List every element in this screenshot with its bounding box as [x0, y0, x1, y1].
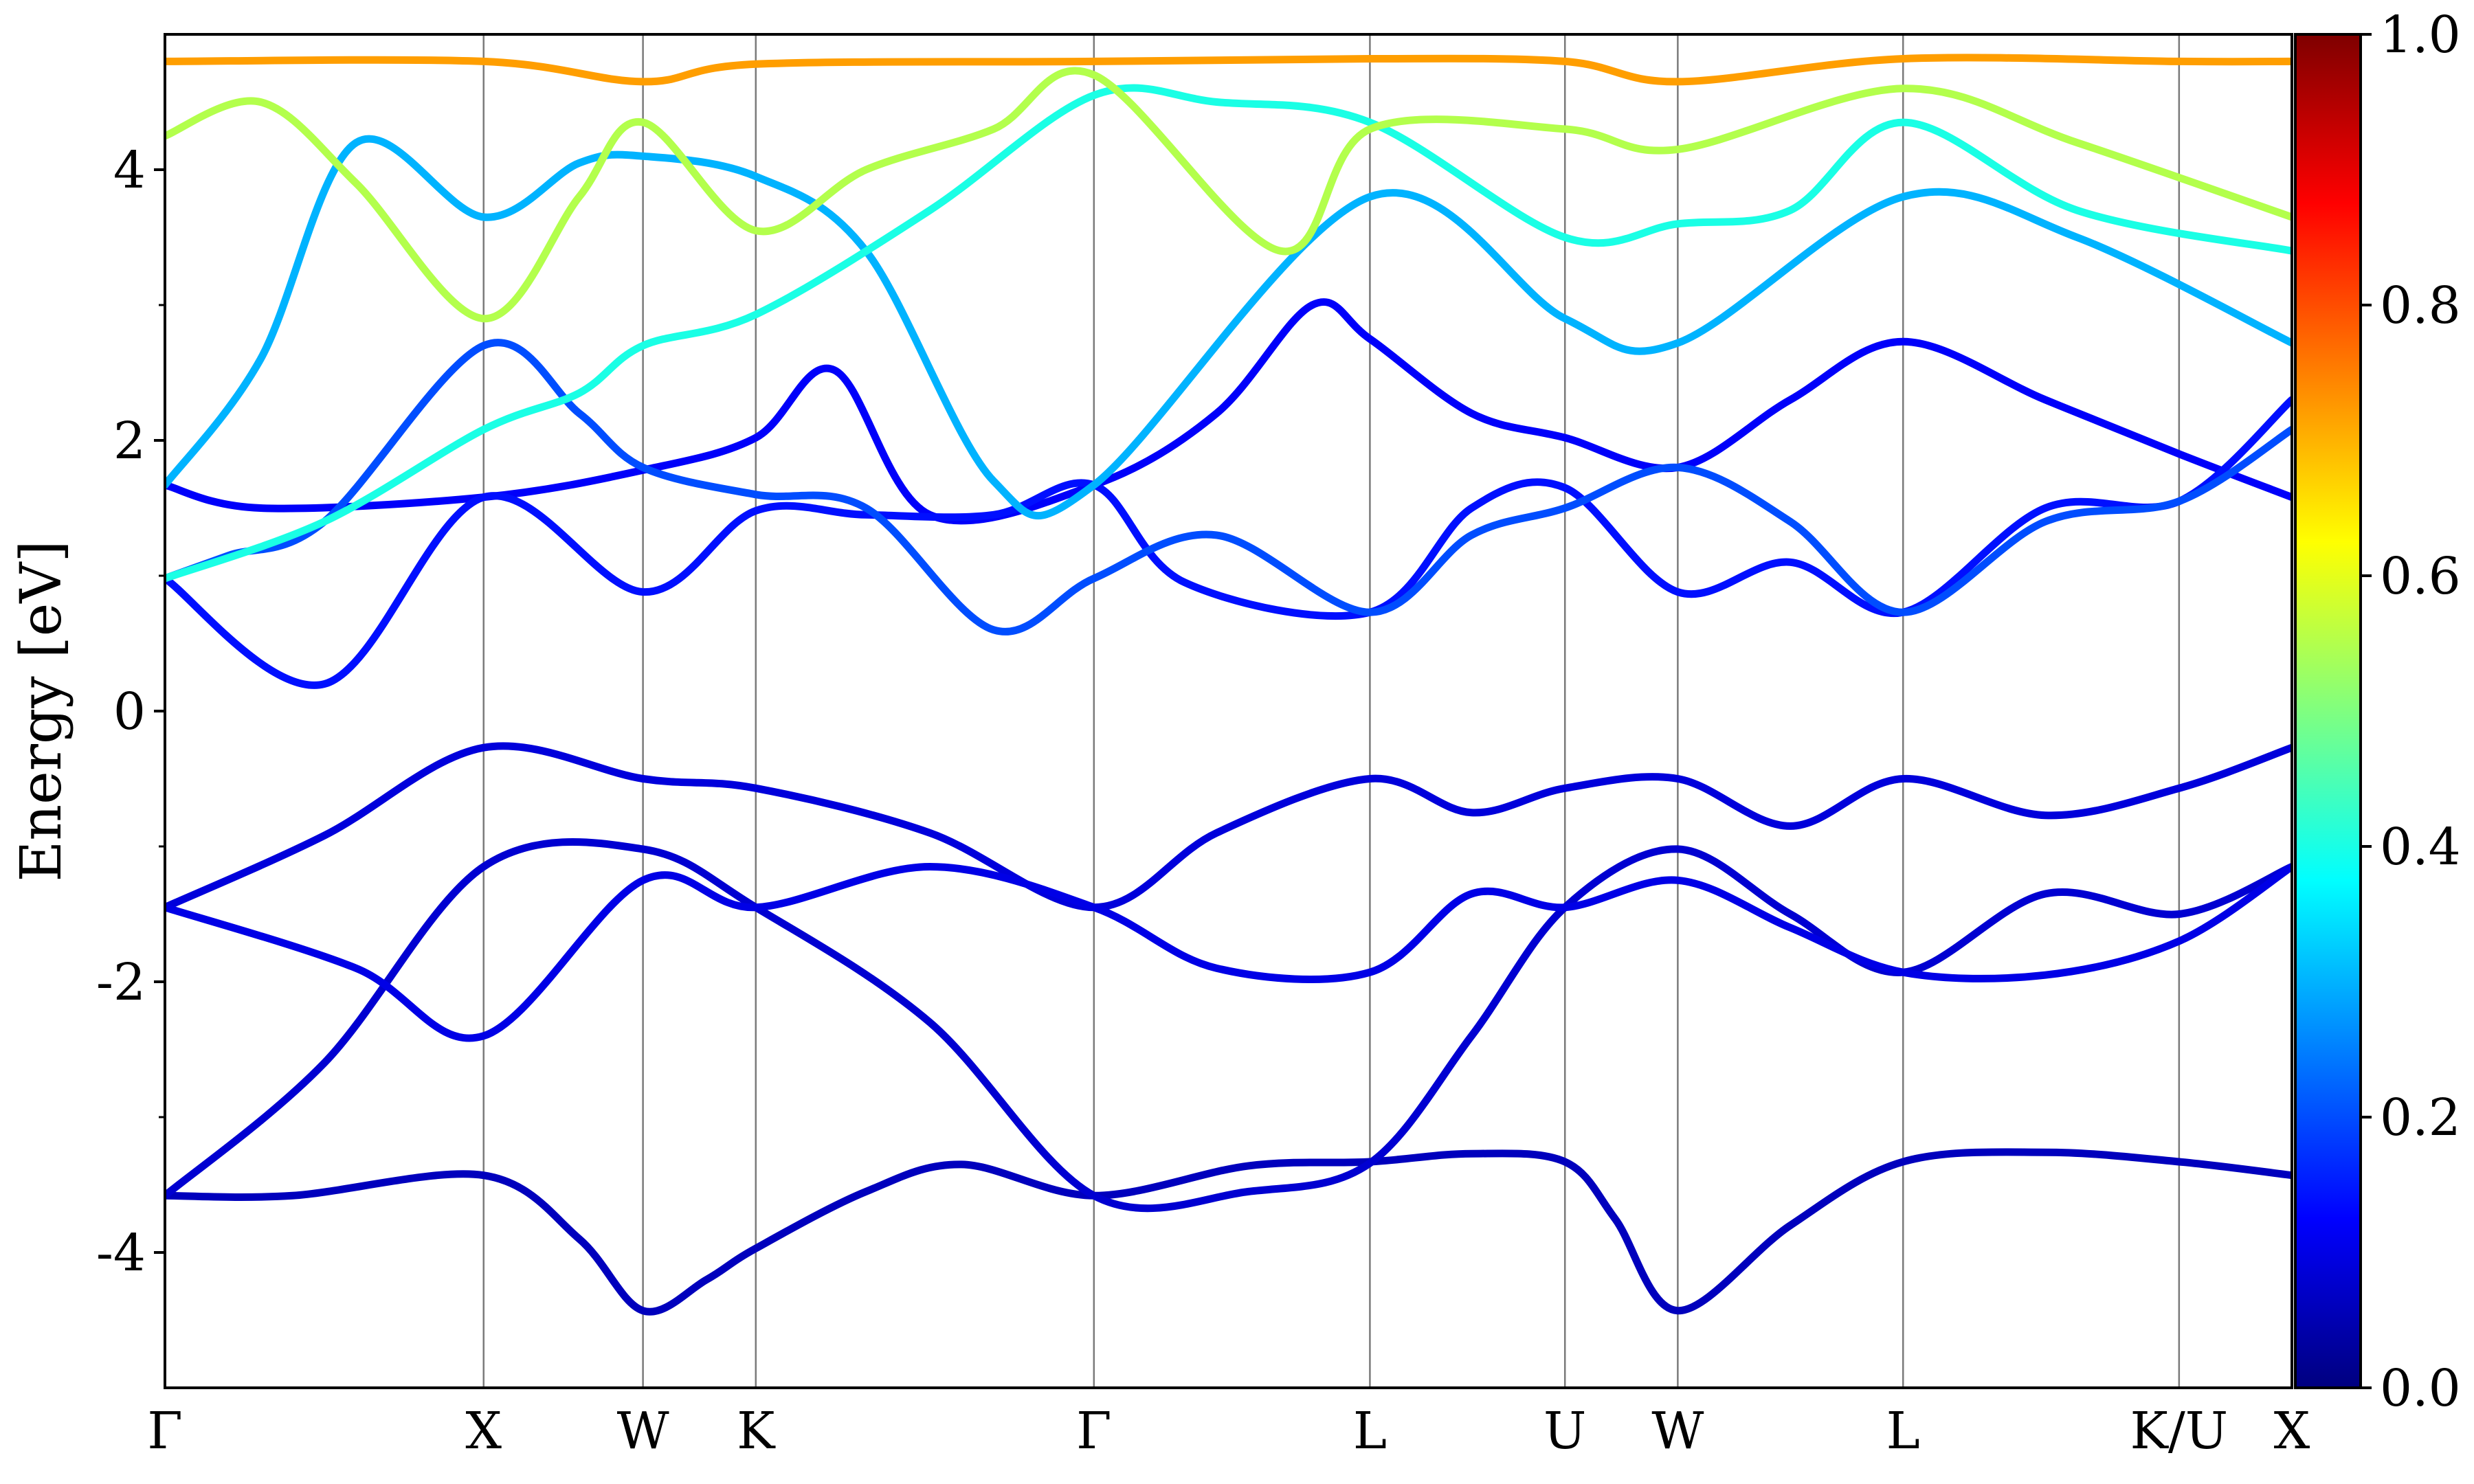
x-tick-label: Γ	[147, 1402, 182, 1461]
band-line-3	[165, 742, 2292, 912]
band-line-8	[165, 135, 2292, 520]
x-tick-label: K/U	[2130, 1402, 2229, 1461]
band-curves	[165, 54, 2292, 1316]
colorbar-tick-label: 0.4	[2380, 818, 2461, 877]
band-line-1	[165, 1148, 2292, 1316]
band-line-9	[165, 84, 2292, 583]
y-tick-label: 4	[113, 141, 146, 200]
y-tick-label: 0	[113, 682, 146, 741]
colorbar-ticks: 0.0 0.2 0.4 0.6 0.8 1.0	[2361, 5, 2461, 1418]
colorbar-tick-label: 1.0	[2380, 5, 2461, 65]
y-tick-label: -4	[96, 1224, 146, 1283]
x-tick-label: W	[1651, 1402, 1704, 1461]
x-tick-label: L	[1886, 1402, 1920, 1461]
band-line-5	[165, 298, 2292, 525]
colorbar-tick-label: 0.8	[2380, 276, 2461, 335]
x-tick-label: X	[465, 1402, 502, 1461]
y-tick-label: -2	[96, 953, 146, 1012]
band-line-10	[165, 67, 2292, 323]
band-line-7	[165, 339, 2292, 636]
x-tick-label: L	[1353, 1402, 1387, 1461]
colorbar	[2294, 33, 2362, 1389]
high-symmetry-lines	[482, 34, 2181, 1388]
colorbar-tick-label: 0.2	[2380, 1088, 2461, 1147]
colorbar-tick-label: 0.0	[2380, 1359, 2461, 1418]
x-axis-ticks: Γ X W K Γ L U W L K/U X	[147, 1402, 2310, 1461]
x-tick-label: K	[737, 1402, 776, 1461]
colorbar-tick-label: 0.6	[2380, 547, 2461, 606]
y-axis-ticks: 4 2 0 -2 -4	[96, 141, 165, 1283]
x-tick-label: Γ	[1076, 1402, 1111, 1461]
y-tick-label: 2	[113, 412, 146, 471]
x-tick-label: W	[617, 1402, 669, 1461]
band-line-2	[165, 838, 2292, 1213]
x-tick-label: U	[1544, 1402, 1586, 1461]
x-tick-label: X	[2274, 1402, 2310, 1461]
band-line-4	[165, 863, 2292, 1042]
band-line-11	[165, 54, 2292, 86]
y-axis-title: Energy [eV]	[9, 540, 74, 881]
